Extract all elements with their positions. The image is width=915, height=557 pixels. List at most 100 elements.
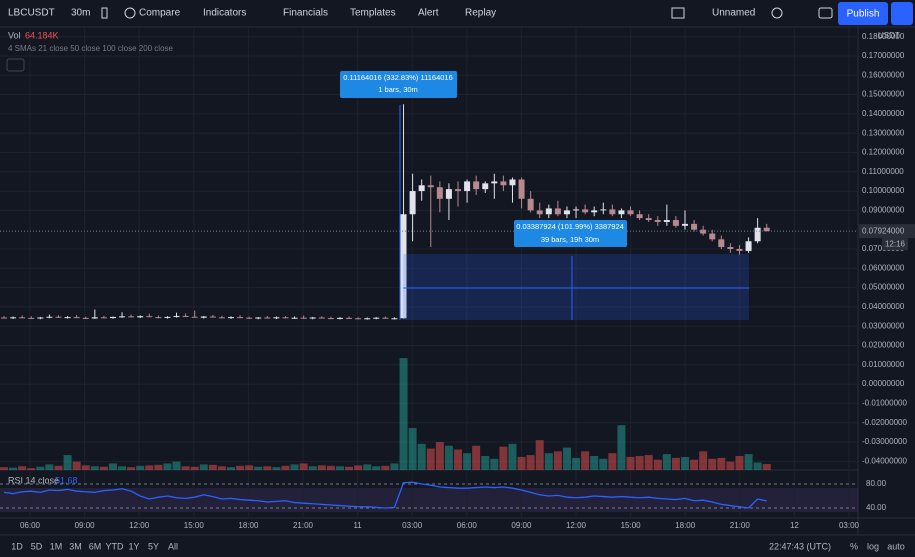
candle-body <box>691 223 698 230</box>
candle-body <box>391 318 398 320</box>
candle-body <box>255 317 262 319</box>
volume-bar <box>653 459 662 470</box>
volume-bar <box>9 467 18 470</box>
candle-body <box>137 316 144 318</box>
price-tick-label: 0.13000000 <box>862 128 905 137</box>
volume-bar <box>308 466 317 470</box>
log-toggle[interactable]: log <box>867 541 879 551</box>
volume-bar <box>227 467 235 470</box>
candle-body <box>473 181 480 190</box>
symbol[interactable]: LBCUSDT <box>8 8 55 19</box>
measure-text: 0.03387924 (101.99%) 3387924 <box>516 222 624 231</box>
price-tick-label: 0.10000000 <box>862 186 905 195</box>
candle-body <box>73 317 80 319</box>
last-price-box <box>859 224 915 239</box>
volume-bar <box>127 467 136 470</box>
candle-body <box>237 317 244 319</box>
range-button[interactable]: 5D <box>31 541 43 551</box>
range-button[interactable]: YTD <box>106 541 125 551</box>
volume-bar <box>0 467 8 470</box>
candle-body <box>663 220 670 222</box>
replay-button[interactable] <box>891 2 913 25</box>
candle-body <box>291 317 298 319</box>
rsi-label: RSI 14 close <box>8 475 59 485</box>
volume-bar <box>426 448 435 470</box>
volume-bar <box>699 451 708 470</box>
countdown: 12:16 <box>885 239 906 248</box>
candle-body <box>91 317 98 319</box>
price-tick-label: 0.00000000 <box>862 379 905 388</box>
volume-bar <box>753 462 762 470</box>
candle-body <box>382 317 389 319</box>
volume-bar <box>617 425 626 470</box>
publish-label[interactable]: Publish <box>847 9 880 20</box>
volume-bar <box>254 466 263 470</box>
candle-body <box>763 227 770 232</box>
candle-body <box>100 317 107 319</box>
fullscreen-icon[interactable] <box>671 7 685 19</box>
range-button[interactable]: All <box>168 541 178 551</box>
volume-bar <box>281 465 290 470</box>
candle-body <box>554 208 561 215</box>
candle-body <box>545 208 552 215</box>
financials[interactable]: Financials <box>283 8 328 19</box>
volume-bar <box>726 461 735 470</box>
compare-icon[interactable] <box>124 7 136 19</box>
candle-body <box>346 317 353 319</box>
volume-bar <box>145 465 154 470</box>
price-tick-label: 0.03000000 <box>862 321 905 330</box>
time-label: 06:00 <box>457 521 478 530</box>
time-label: 21:00 <box>293 521 314 530</box>
candle-body <box>509 179 516 186</box>
volume-bar <box>290 464 299 470</box>
price-tick-label: 0.18000000 <box>862 32 905 41</box>
candle-body <box>754 227 761 242</box>
layout-name[interactable]: Unnamed <box>712 8 755 19</box>
snapshot-icon[interactable] <box>818 7 833 19</box>
indicators[interactable]: Indicators <box>203 8 246 19</box>
settings-icon[interactable] <box>771 7 783 19</box>
interval[interactable]: 30m <box>71 8 90 19</box>
publish-button[interactable] <box>838 2 888 25</box>
volume-bar <box>18 466 27 470</box>
volume-bar <box>635 456 644 470</box>
candle-body <box>682 223 688 226</box>
volume-bar <box>535 440 544 470</box>
rsi-tick-label: 80.00 <box>866 479 887 488</box>
chart-style-icon[interactable] <box>101 7 108 19</box>
alert[interactable]: Alert <box>418 8 439 19</box>
candle-body <box>273 317 280 319</box>
candle-body <box>445 189 452 199</box>
compare[interactable]: Compare <box>139 8 181 19</box>
range-button[interactable]: 5Y <box>148 541 159 551</box>
candle-body <box>327 318 334 320</box>
range-button[interactable]: 1D <box>11 541 23 551</box>
time-label: 12 <box>790 521 799 530</box>
volume-bar <box>626 456 635 470</box>
collapse-button[interactable] <box>6 58 25 72</box>
range-button[interactable]: 1Y <box>128 541 139 551</box>
time-label: 09:00 <box>511 521 532 530</box>
volume-bar <box>553 451 562 470</box>
candle-body <box>373 317 380 319</box>
candle-body <box>128 316 135 318</box>
volume-bar <box>317 465 326 470</box>
range-button[interactable]: 3M <box>69 541 82 551</box>
time-label: 18:00 <box>238 521 259 530</box>
range-button[interactable]: 1M <box>50 541 63 551</box>
volume-bar <box>544 453 553 470</box>
volume-bar <box>199 464 208 470</box>
price-tick-label: 0.17000000 <box>862 51 905 60</box>
price-tick-label: 0.01000000 <box>862 360 905 369</box>
templates[interactable]: Templates <box>350 8 396 19</box>
candle-body <box>700 229 707 234</box>
replay[interactable]: Replay <box>465 8 496 19</box>
volume-bar <box>490 458 499 470</box>
volume-bar <box>27 468 36 470</box>
measure-text: 0.11164016 (332.83%) 11164016 <box>343 73 453 82</box>
range-button[interactable]: 6M <box>89 541 102 551</box>
percent-toggle[interactable]: % <box>850 541 858 551</box>
price-tick-label: -0.02000000 <box>862 418 907 427</box>
volume-bar <box>354 465 363 470</box>
auto-toggle[interactable]: auto <box>887 541 905 551</box>
